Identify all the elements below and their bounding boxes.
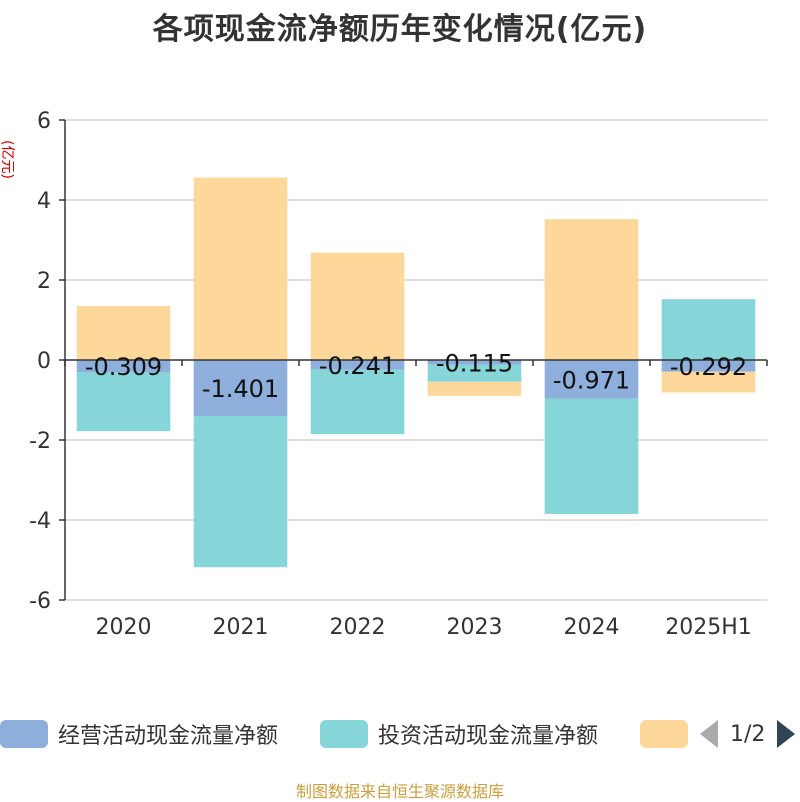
bar-series-2-2020 — [76, 306, 171, 360]
legend-label-investing: 投资活动现金流量净额 — [378, 724, 599, 749]
legend-item-operating[interactable]: 经营活动现金流量净额 — [0, 720, 279, 749]
bar-series-2-2023 — [427, 381, 522, 396]
data-source-footer: 制图数据来自恒生聚源数据库 — [295, 782, 504, 801]
bar-series-0-2020 — [76, 360, 171, 373]
y-tick-label: 2 — [37, 269, 51, 294]
bar-series-1-2024 — [544, 398, 639, 515]
data-label: -1.401 — [202, 375, 279, 403]
x-tick-label: 2022 — [330, 615, 386, 640]
axes: 6 4 2 0 -2 -4 -6 2020 2021 2022 2023 2024 2025H1 — [29, 109, 768, 640]
grid-lines — [65, 119, 767, 601]
y-tick-label: 6 — [37, 109, 51, 134]
data-label: -0.309 — [85, 353, 162, 381]
x-tick-label: 2023 — [447, 615, 503, 640]
legend-page-indicator: 1/2 — [730, 721, 766, 747]
x-tick-label: 2024 — [564, 615, 620, 640]
legend: 经营活动现金流量净额 投资活动现金流量净额 1/2 — [0, 712, 800, 756]
y-tick-label: 4 — [37, 189, 51, 214]
legend-swatch-operating — [0, 720, 48, 748]
data-label: -0.115 — [436, 349, 513, 377]
legend-pager: 1/2 — [700, 720, 796, 748]
x-tick-label: 2020 — [96, 615, 152, 640]
bar-series-1-2022 — [310, 369, 405, 435]
data-label: -0.241 — [319, 352, 396, 380]
data-label: -0.292 — [670, 353, 747, 381]
bar-series-2-2024 — [544, 219, 639, 360]
legend-item-financing[interactable] — [640, 720, 698, 748]
legend-swatch-financing — [640, 720, 688, 748]
bar-series-1-2025H1 — [661, 299, 756, 360]
bar-series-0-2023 — [427, 360, 522, 365]
legend-prev-icon[interactable] — [700, 720, 718, 748]
bar-series-0-2021 — [193, 360, 288, 417]
bar-series-0-2024 — [544, 360, 639, 399]
chart-title: 各项现金流净额历年变化情况(亿元) — [152, 12, 648, 47]
bars — [76, 177, 756, 568]
legend-next-icon[interactable] — [777, 720, 796, 748]
bar-series-1-2020 — [76, 372, 171, 432]
y-tick-label: -4 — [29, 509, 51, 534]
legend-swatch-investing — [320, 720, 368, 748]
bar-series-2-2022 — [310, 252, 405, 360]
bar-series-2-2021 — [193, 177, 288, 360]
bar-series-1-2021 — [193, 416, 288, 568]
legend-item-investing[interactable]: 投资活动现金流量净额 — [320, 720, 599, 749]
y-tick-label: -6 — [29, 589, 51, 614]
data-labels: -0.309 -1.401 -0.241 -0.115 -0.971 -0.292 — [85, 349, 747, 403]
data-label: -0.971 — [553, 366, 630, 394]
bar-series-2-2025H1 — [661, 371, 756, 393]
x-tick-label: 2021 — [213, 615, 269, 640]
legend-label-operating: 经营活动现金流量净额 — [58, 724, 279, 749]
x-tick-label: 2025H1 — [665, 615, 752, 640]
y-tick-label: 0 — [37, 349, 51, 374]
bar-series-0-2022 — [310, 360, 405, 370]
bar-series-0-2025H1 — [661, 360, 756, 372]
y-tick-label: -2 — [29, 429, 51, 454]
bar-series-1-2023 — [427, 364, 522, 382]
bar-chart: 6 4 2 0 -2 -4 -6 2020 2021 2022 2023 2024 2025H1 -0.… — [29, 109, 768, 640]
